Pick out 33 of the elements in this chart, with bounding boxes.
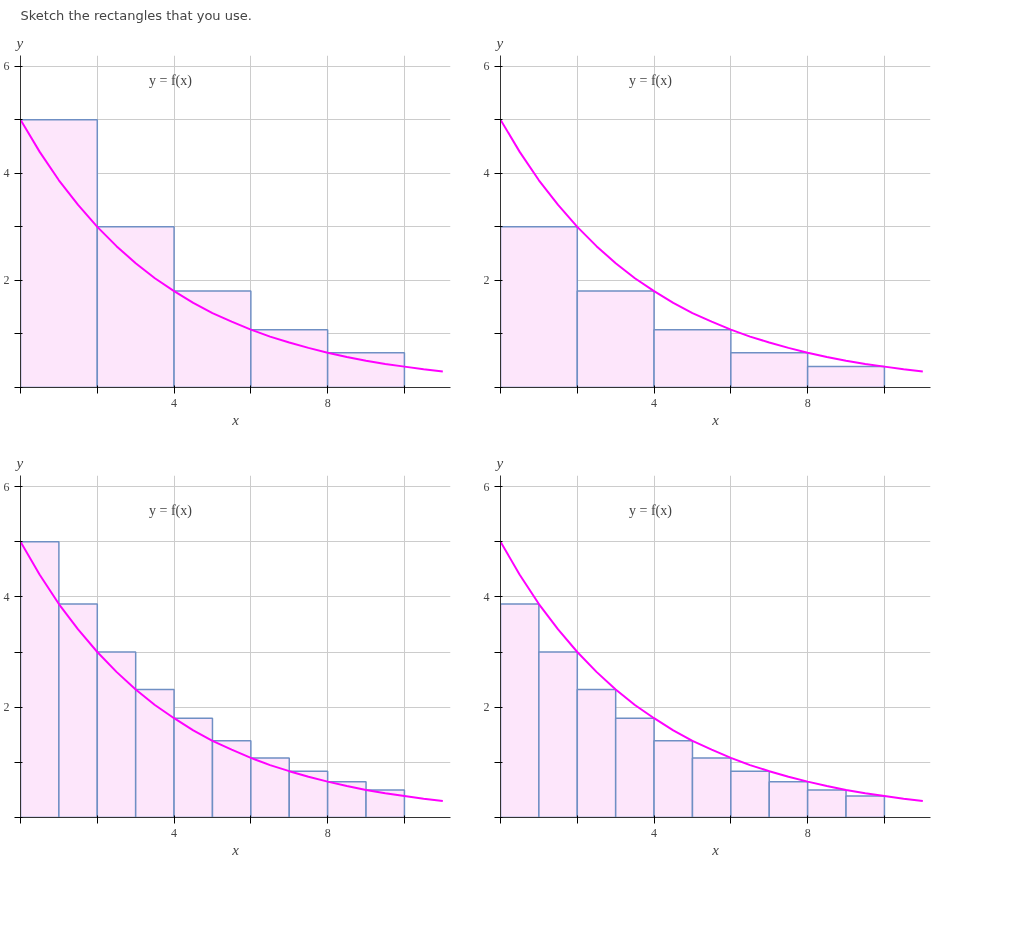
chart-title: Sketch the rectangles that you use. bbox=[20, 7, 252, 23]
x-tick-label: 4 bbox=[171, 395, 178, 410]
annotation: y = f(x) bbox=[149, 72, 193, 89]
y-tick-label: 2 bbox=[3, 700, 10, 715]
x-tick-label: 4 bbox=[651, 395, 658, 410]
y-tick-label: 6 bbox=[3, 479, 10, 494]
x-axis-title: x bbox=[231, 411, 240, 428]
y-axis-title: y bbox=[494, 454, 504, 471]
x-axis-title: x bbox=[711, 411, 720, 428]
x-tick-label: 8 bbox=[324, 395, 331, 410]
y-tick-label: 6 bbox=[483, 479, 490, 494]
y-axis-title: y bbox=[14, 454, 24, 471]
annotation: y = f(x) bbox=[629, 502, 673, 519]
y-tick-label: 4 bbox=[3, 589, 10, 604]
y-tick-label: 2 bbox=[3, 273, 10, 288]
y-tick-label: 4 bbox=[483, 589, 490, 604]
annotation: y = f(x) bbox=[629, 72, 673, 89]
y-tick-label: 2 bbox=[483, 700, 490, 715]
y-tick-label: 6 bbox=[483, 59, 490, 74]
y-tick-label: 4 bbox=[483, 166, 490, 181]
y-tick-label: 2 bbox=[483, 273, 490, 288]
y-axis-title: y bbox=[14, 34, 24, 51]
x-tick-label: 4 bbox=[171, 825, 178, 840]
y-axis-title: y bbox=[494, 34, 504, 51]
x-tick-label: 8 bbox=[804, 395, 811, 410]
y-tick-label: 6 bbox=[3, 59, 10, 74]
x-axis-title: x bbox=[711, 841, 720, 858]
y-tick-label: 4 bbox=[3, 166, 10, 181]
x-tick-label: 8 bbox=[804, 825, 811, 840]
annotation: y = f(x) bbox=[149, 502, 193, 519]
x-tick-label: 8 bbox=[324, 825, 331, 840]
x-tick-label: 4 bbox=[651, 825, 658, 840]
x-axis-title: x bbox=[231, 841, 240, 858]
